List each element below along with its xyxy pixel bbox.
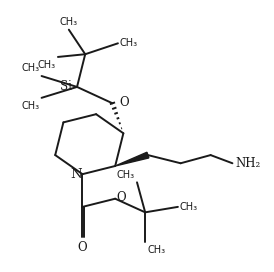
Text: CH₃: CH₃: [148, 245, 166, 255]
Text: Si: Si: [60, 81, 72, 93]
Text: CH₃: CH₃: [21, 101, 39, 111]
Text: O: O: [117, 191, 126, 204]
Text: CH₃: CH₃: [116, 170, 134, 180]
Text: N: N: [71, 168, 82, 181]
Text: NH₂: NH₂: [236, 157, 261, 170]
Polygon shape: [115, 152, 149, 166]
Text: CH₃: CH₃: [21, 63, 39, 73]
Text: O: O: [78, 241, 87, 254]
Text: CH₃: CH₃: [179, 202, 197, 212]
Text: CH₃: CH₃: [119, 38, 137, 48]
Text: CH₃: CH₃: [60, 17, 78, 27]
Text: CH₃: CH₃: [38, 60, 56, 70]
Text: O: O: [119, 96, 129, 109]
